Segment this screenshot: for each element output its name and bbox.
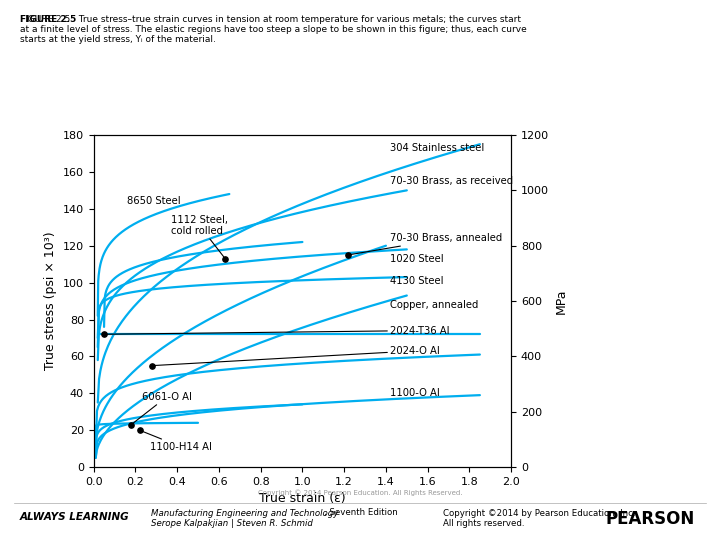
Text: , Seventh Edition: , Seventh Edition bbox=[324, 509, 397, 517]
Text: Copyright © 2014 Pearson Education. All Rights Reserved.: Copyright © 2014 Pearson Education. All … bbox=[258, 489, 462, 496]
Y-axis label: True stress (psi × 10³): True stress (psi × 10³) bbox=[44, 232, 57, 370]
Text: 304 Stainless steel: 304 Stainless steel bbox=[390, 143, 485, 153]
Text: FIGURE 2.5   True stress–true strain curves in tension at room temperature for v: FIGURE 2.5 True stress–true strain curve… bbox=[20, 15, 527, 44]
Text: 1112 Steel,
cold rolled: 1112 Steel, cold rolled bbox=[171, 214, 228, 259]
Text: Copper, annealed: Copper, annealed bbox=[390, 300, 479, 310]
Text: 2024-T36 Al: 2024-T36 Al bbox=[104, 326, 449, 335]
Text: 1020 Steel: 1020 Steel bbox=[390, 254, 444, 264]
Text: 2024-O Al: 2024-O Al bbox=[152, 346, 440, 366]
Text: All rights reserved.: All rights reserved. bbox=[443, 519, 524, 528]
Text: 1100-H14 Al: 1100-H14 Al bbox=[140, 430, 212, 452]
Text: 70-30 Brass, annealed: 70-30 Brass, annealed bbox=[348, 233, 503, 255]
Text: PEARSON: PEARSON bbox=[606, 510, 695, 529]
Text: ALWAYS LEARNING: ALWAYS LEARNING bbox=[20, 512, 130, 522]
Text: Manufacturing Engineering and Technology: Manufacturing Engineering and Technology bbox=[151, 509, 338, 517]
Text: Serope Kalpakjian | Steven R. Schmid: Serope Kalpakjian | Steven R. Schmid bbox=[151, 519, 313, 528]
Y-axis label: MPa: MPa bbox=[554, 288, 567, 314]
Text: Copyright ©2014 by Pearson Education, Inc.: Copyright ©2014 by Pearson Education, In… bbox=[443, 509, 635, 517]
Text: 4130 Steel: 4130 Steel bbox=[390, 276, 444, 286]
Text: 70-30 Brass, as received: 70-30 Brass, as received bbox=[390, 176, 513, 186]
Text: 6061-O Al: 6061-O Al bbox=[131, 392, 192, 424]
X-axis label: True strain (ε): True strain (ε) bbox=[259, 492, 346, 505]
Text: 8650 Steel: 8650 Steel bbox=[127, 197, 181, 206]
Text: FIGURE 2.5: FIGURE 2.5 bbox=[20, 15, 76, 24]
Text: 1100-O Al: 1100-O Al bbox=[390, 388, 440, 399]
